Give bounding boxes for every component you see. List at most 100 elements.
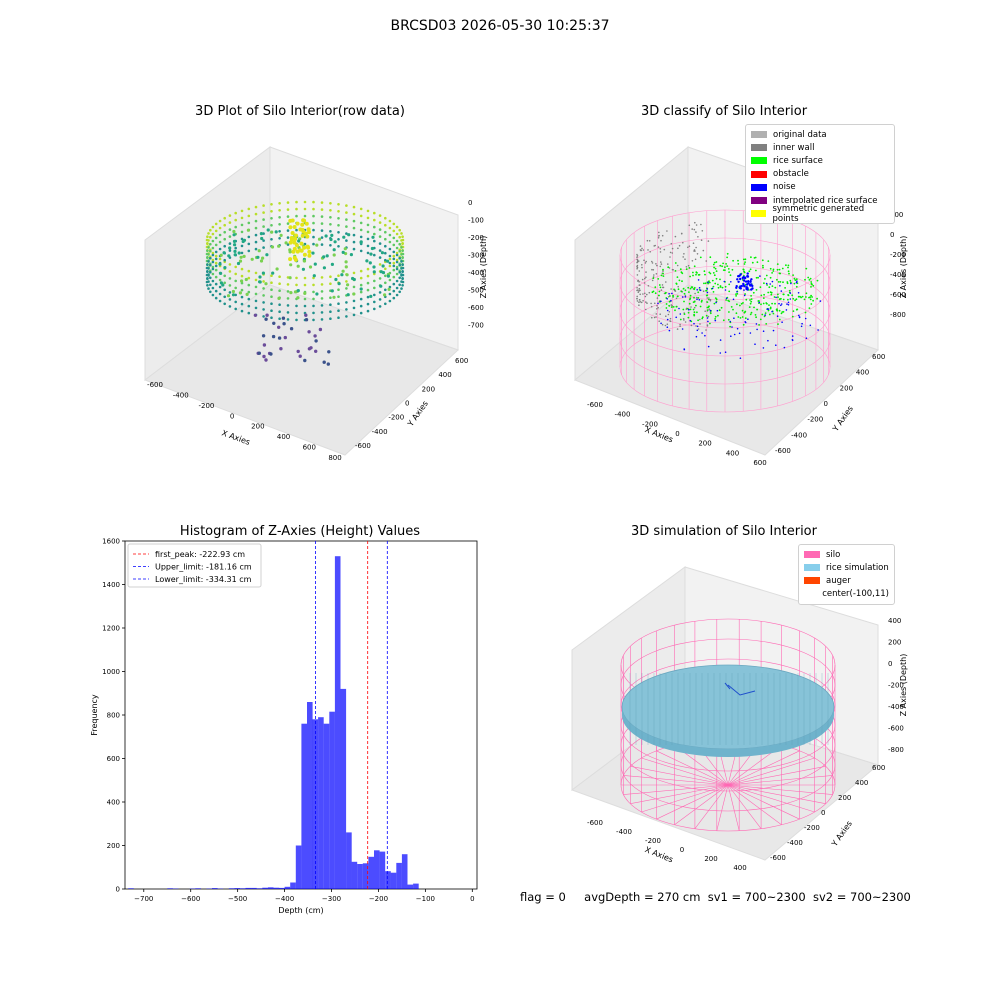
data-point	[312, 235, 315, 239]
rice-surface-point	[816, 297, 818, 300]
rice-surface-point	[726, 265, 729, 267]
noise-point	[716, 309, 719, 312]
data-point	[218, 247, 222, 251]
data-point	[240, 309, 244, 313]
inner-wall-point	[655, 313, 658, 315]
data-point	[352, 240, 356, 244]
rice-surface-point	[718, 309, 721, 312]
data-point	[299, 241, 304, 246]
data-point	[247, 276, 251, 280]
data-point	[395, 279, 399, 283]
inner-wall-point	[690, 324, 693, 327]
data-point	[384, 244, 387, 248]
inner-wall-point	[674, 235, 677, 238]
rice-surface-point	[753, 306, 755, 309]
inner-wall-point	[699, 323, 701, 325]
data-point	[277, 296, 281, 300]
rice-surface-point	[728, 300, 731, 303]
noise-point	[730, 281, 732, 283]
data-point	[240, 230, 244, 234]
data-point	[373, 300, 376, 304]
rice-surface-point	[696, 311, 698, 314]
data-point	[352, 219, 356, 223]
data-point	[371, 235, 375, 239]
rice-surface-point	[690, 286, 693, 288]
histogram-bar	[407, 884, 414, 889]
inner-wall-point	[666, 230, 668, 232]
rice-surface-point	[762, 264, 764, 267]
legend-label: Lower_limit: -334.31 cm	[155, 575, 252, 584]
data-point	[270, 302, 273, 305]
noise-point	[719, 339, 722, 341]
x-tick-label: -200	[645, 837, 661, 845]
data-point	[295, 283, 298, 287]
data-point	[254, 205, 258, 209]
rice-surface-point	[713, 274, 716, 277]
data-point	[278, 317, 281, 320]
data-point	[219, 271, 223, 275]
data-point	[366, 281, 370, 285]
x-tick-label: -400	[173, 391, 189, 399]
data-point	[274, 230, 278, 234]
noise-point	[747, 280, 750, 283]
data-point	[392, 243, 396, 247]
rice-surface-point	[765, 323, 768, 325]
data-point	[395, 286, 399, 290]
rice-surface-point	[768, 304, 770, 306]
z-tick-label: -500	[468, 287, 484, 295]
rice-surface-point	[749, 313, 752, 316]
histogram-bar	[379, 851, 386, 889]
data-point	[392, 282, 396, 286]
inner-wall-point	[643, 259, 645, 262]
noise-point	[819, 300, 822, 302]
inner-wall-point	[642, 299, 644, 302]
rice-surface-point	[682, 287, 685, 290]
rice-surface-point	[749, 302, 752, 305]
data-point	[286, 304, 290, 307]
data-point	[278, 237, 281, 240]
data-point	[305, 234, 310, 239]
noise-point	[724, 351, 727, 353]
data-point	[245, 292, 249, 296]
noise-point	[746, 272, 749, 275]
rice-surface-point	[808, 296, 810, 299]
x-tick-label: -200	[198, 402, 214, 410]
data-point	[247, 304, 251, 308]
z-tick-label: 400	[888, 617, 901, 625]
data-point	[228, 221, 232, 224]
data-point	[257, 351, 261, 355]
inner-wall-point	[645, 271, 647, 273]
data-point	[286, 318, 290, 321]
data-point	[378, 235, 382, 238]
inner-wall-point	[636, 258, 638, 261]
data-point	[400, 267, 403, 270]
rice-surface-point	[704, 273, 706, 276]
histogram-bar	[279, 887, 285, 889]
data-point	[209, 283, 212, 287]
rice-surface-point	[684, 289, 687, 292]
data-point	[228, 214, 232, 217]
z-tick-label: 200	[888, 639, 901, 647]
data-point	[392, 257, 396, 261]
inner-wall-point	[693, 228, 696, 231]
histogram-bar	[290, 882, 296, 889]
noise-point	[745, 280, 748, 283]
data-point	[320, 304, 324, 307]
inner-wall-point	[677, 285, 679, 288]
rice-surface-point	[787, 270, 790, 273]
noise-point	[701, 332, 703, 334]
data-point	[207, 253, 210, 256]
data-point	[211, 232, 215, 236]
noise-point	[765, 282, 768, 285]
inner-wall-point	[663, 248, 666, 251]
data-point	[312, 228, 315, 232]
y-tick-label: 400	[855, 779, 868, 787]
rice-surface-point	[780, 312, 783, 315]
rice-surface-point	[767, 309, 770, 312]
data-point	[372, 270, 376, 274]
data-point	[283, 335, 287, 340]
noise-point	[778, 302, 780, 305]
rice-surface-point	[730, 306, 733, 308]
data-point	[228, 249, 232, 252]
data-point	[211, 225, 215, 229]
